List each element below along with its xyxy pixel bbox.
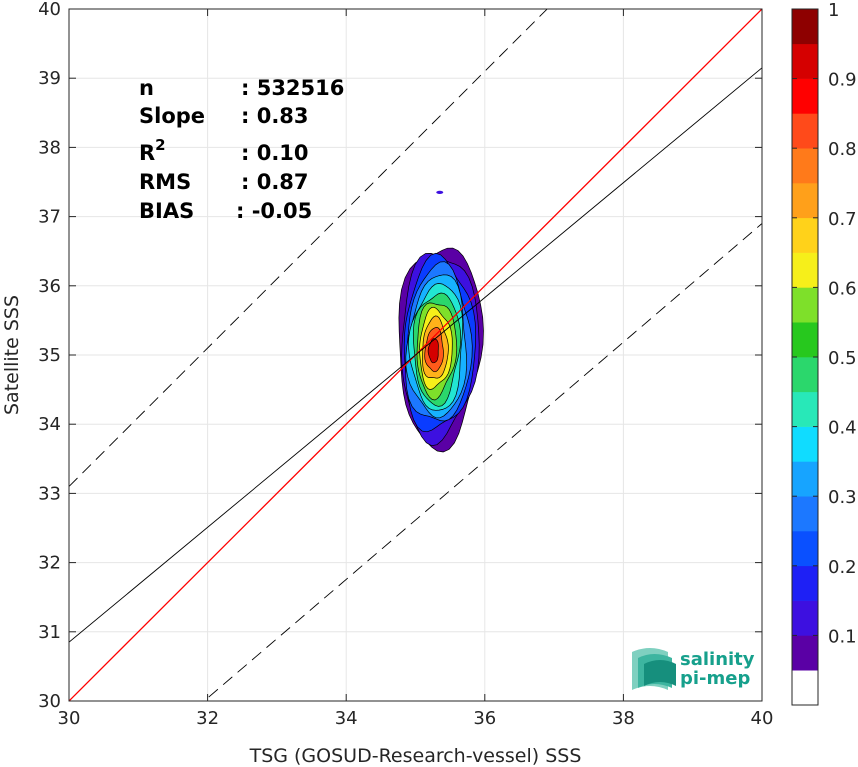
stat-label: R2 xyxy=(139,136,166,165)
colorbar-tick-label: 0.3 xyxy=(828,487,857,508)
colorbar-segment xyxy=(792,426,818,462)
stat-value: : -0.05 xyxy=(236,199,312,223)
colorbar-segment xyxy=(792,113,818,149)
y-tick-label: 33 xyxy=(38,483,61,504)
y-tick-label: 38 xyxy=(38,137,61,158)
y-tick-label: 32 xyxy=(38,553,61,574)
colorbar-segment xyxy=(792,600,818,636)
y-tick-label: 34 xyxy=(38,414,61,435)
x-tick-label: 38 xyxy=(612,708,635,729)
x-axis-label: TSG (GOSUD-Research-vessel) SSS xyxy=(249,745,582,767)
colorbar-segment xyxy=(792,322,818,358)
colorbar-segment xyxy=(792,78,818,114)
x-tick-label: 36 xyxy=(473,708,496,729)
y-tick-label: 40 xyxy=(38,0,61,20)
colorbar-segment xyxy=(792,565,818,601)
colorbar-segment xyxy=(792,531,818,567)
statistics-panel: n : 532516 Slope : 0.83 R2 : 0.10 RMS : 0.87 BIA… xyxy=(139,76,344,223)
colorbar-segment xyxy=(792,670,818,706)
y-axis-label: Satellite SSS xyxy=(1,295,23,415)
y-tick-label: 30 xyxy=(38,691,61,712)
stat-value: : 0.83 xyxy=(241,104,309,128)
x-tick-label: 40 xyxy=(751,708,774,729)
y-axis-ticks: 30 31 32 33 34 35 36 37 38 39 40 xyxy=(38,0,762,712)
colorbar-tick-label: 0.5 xyxy=(828,348,857,369)
colorbar-segment xyxy=(792,252,818,288)
y-tick-label: 36 xyxy=(38,276,61,297)
colorbar-segment xyxy=(792,496,818,532)
colorbar-tick-label: 0.2 xyxy=(828,557,857,578)
x-tick-label: 30 xyxy=(58,708,81,729)
colorbar-tick-label: 0.8 xyxy=(828,139,857,160)
colorbar-segment xyxy=(792,9,818,45)
x-tick-label: 34 xyxy=(335,708,358,729)
colorbar-segment xyxy=(792,43,818,79)
colorbar-segment xyxy=(792,287,818,323)
upper-bound-line xyxy=(69,9,548,487)
stat-value: : 0.10 xyxy=(241,141,309,165)
y-tick-label: 39 xyxy=(38,68,61,89)
colorbar-segment xyxy=(792,357,818,393)
colorbar-segment xyxy=(792,391,818,427)
colorbar-segment xyxy=(792,183,818,219)
logo-line-1: salinity xyxy=(680,649,755,670)
outlier-point xyxy=(436,190,444,194)
logo-waves-icon xyxy=(632,648,676,690)
stat-label: RMS xyxy=(139,170,191,194)
stat-label: n xyxy=(139,76,154,100)
colorbar-segment xyxy=(792,148,818,184)
colorbar-tick-label: 0.4 xyxy=(828,418,857,439)
stat-value: : 0.87 xyxy=(241,170,309,194)
colorbar-tick-label: 1 xyxy=(828,0,839,21)
colorbar-tick-label: 0.1 xyxy=(828,626,857,647)
colorbar-tick-label: 0.9 xyxy=(828,70,857,91)
colorbar: 0.1 0.2 0.3 0.4 0.5 0.6 0.7 0.8 0.9 1 xyxy=(791,0,857,706)
x-tick-label: 32 xyxy=(196,708,219,729)
y-tick-label: 31 xyxy=(38,622,61,643)
colorbar-segment xyxy=(792,461,818,497)
x-axis-ticks: 30 32 34 36 38 40 xyxy=(58,9,774,729)
salinity-pi-mep-logo: salinity pi-mep xyxy=(632,648,755,690)
logo-line-2: pi-mep xyxy=(680,668,750,689)
regression-line xyxy=(69,67,762,643)
colorbar-tick-label: 0.7 xyxy=(828,209,857,230)
colorbar-segment xyxy=(792,217,818,253)
density-contour-level xyxy=(427,338,439,364)
colorbar-segment xyxy=(792,635,818,671)
reference-lines xyxy=(69,9,762,701)
lower-bound-line xyxy=(203,223,762,701)
stat-label: BIAS xyxy=(139,199,194,223)
stat-label: Slope xyxy=(139,104,205,128)
colorbar-tick-label: 0.6 xyxy=(828,278,857,299)
y-tick-label: 35 xyxy=(38,345,61,366)
density-contours xyxy=(398,190,484,453)
stat-value: : 532516 xyxy=(241,76,344,100)
y-tick-label: 37 xyxy=(38,207,61,228)
